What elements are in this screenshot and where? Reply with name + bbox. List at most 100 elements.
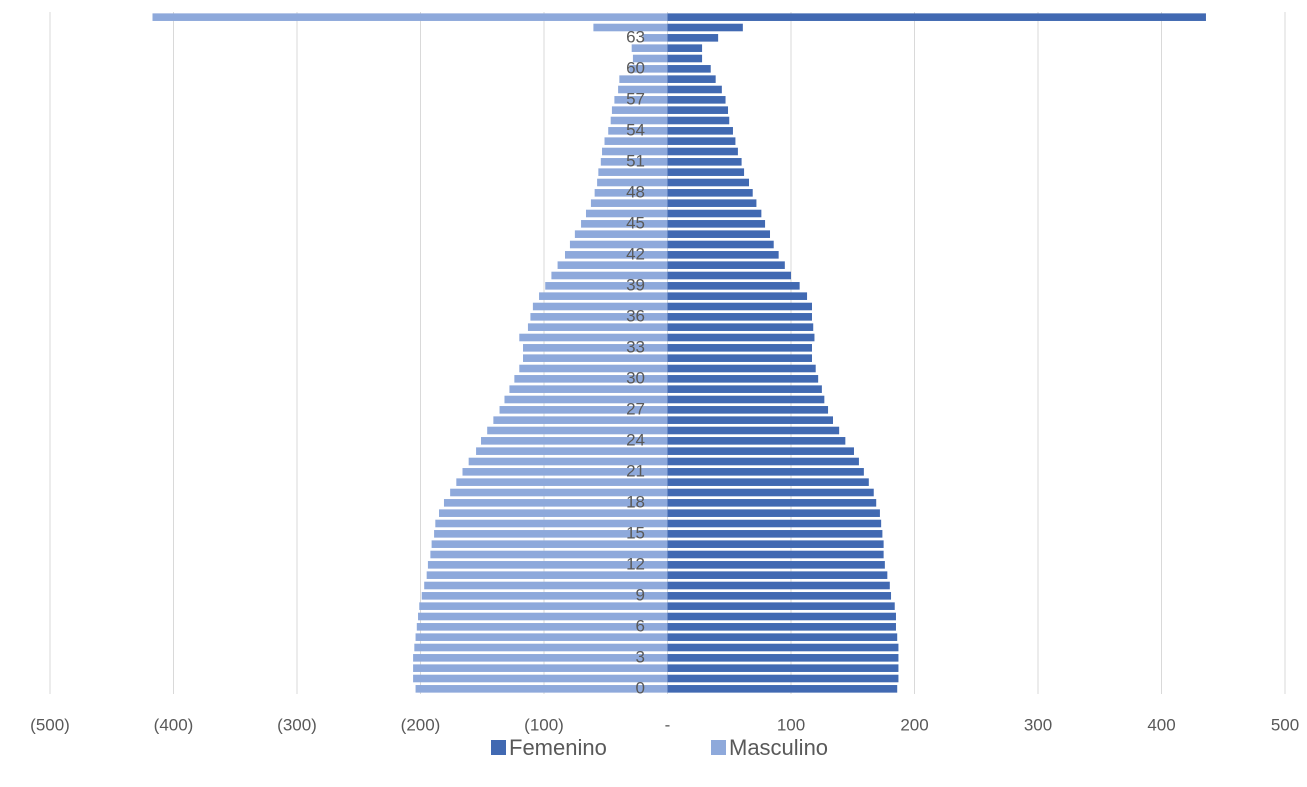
bar xyxy=(667,406,829,414)
bar xyxy=(667,623,896,631)
bar xyxy=(611,106,668,114)
y-tick-label: 48 xyxy=(626,182,645,201)
bar xyxy=(667,220,766,228)
bar xyxy=(667,395,825,404)
bar xyxy=(426,571,668,579)
bar xyxy=(667,178,750,187)
bar xyxy=(667,602,895,610)
bar xyxy=(618,85,668,94)
bar xyxy=(667,375,819,383)
x-tick-label: (400) xyxy=(154,715,194,734)
bar xyxy=(667,85,722,94)
y-tick-label: 33 xyxy=(626,337,645,356)
bar xyxy=(530,313,668,321)
x-tick-label: (200) xyxy=(401,715,441,734)
y-tick-label: 57 xyxy=(626,89,645,108)
bar xyxy=(667,571,888,579)
bar xyxy=(667,209,762,218)
bar xyxy=(667,364,816,373)
bar xyxy=(667,75,716,83)
bar xyxy=(667,116,730,125)
bar xyxy=(667,13,1206,21)
x-tick-label: 500 xyxy=(1271,715,1299,734)
y-tick-label: 9 xyxy=(636,585,645,604)
bar xyxy=(564,251,668,259)
bar xyxy=(667,674,899,683)
bar xyxy=(667,168,745,176)
bar xyxy=(619,75,668,83)
bar xyxy=(667,302,812,311)
bar xyxy=(443,499,668,507)
bar xyxy=(456,478,668,486)
y-tick-label: 39 xyxy=(626,275,645,294)
bar xyxy=(629,65,668,73)
legend-swatch xyxy=(491,740,506,755)
y-tick-label: 12 xyxy=(626,554,645,573)
bar xyxy=(667,23,743,32)
bar xyxy=(481,437,668,445)
bar xyxy=(667,478,869,486)
bar xyxy=(667,199,757,207)
bar xyxy=(667,240,774,249)
y-tick-label: 51 xyxy=(626,151,645,170)
bar xyxy=(667,292,808,300)
legend-label: Femenino xyxy=(509,735,607,760)
bar xyxy=(532,302,668,311)
legend-label: Masculino xyxy=(729,735,828,760)
bar xyxy=(600,158,668,166)
bar xyxy=(667,530,883,538)
bar xyxy=(523,344,668,352)
y-tick-label: 54 xyxy=(626,120,645,139)
bar xyxy=(667,457,859,466)
bar xyxy=(667,323,814,331)
y-tick-label: 30 xyxy=(626,368,645,387)
bar xyxy=(419,602,668,610)
bar xyxy=(415,685,668,693)
bar xyxy=(667,426,840,435)
bar xyxy=(597,178,668,187)
bar xyxy=(667,550,884,559)
bar xyxy=(667,519,882,528)
bar xyxy=(667,509,880,517)
bar xyxy=(557,261,668,269)
bar xyxy=(667,592,892,600)
bar xyxy=(667,251,779,259)
x-tick-label: 200 xyxy=(900,715,928,734)
y-tick-label: 15 xyxy=(626,523,645,542)
bar xyxy=(424,581,668,590)
bar xyxy=(462,468,668,476)
bar xyxy=(523,354,668,362)
bar xyxy=(539,292,668,300)
bar xyxy=(504,395,668,404)
bar xyxy=(667,271,791,280)
bar xyxy=(585,209,668,218)
bar xyxy=(499,406,668,414)
y-tick-label: 3 xyxy=(636,647,645,666)
bar xyxy=(667,499,877,507)
bar xyxy=(667,313,812,321)
y-tick-label: 21 xyxy=(626,461,645,480)
bar xyxy=(631,44,668,52)
y-tick-label: 24 xyxy=(626,430,645,449)
legend: Femenino Masculino xyxy=(491,735,828,760)
bar xyxy=(431,540,668,548)
bar xyxy=(667,333,815,342)
bar xyxy=(527,323,668,331)
bar xyxy=(608,127,668,135)
x-tick-label: - xyxy=(665,715,671,734)
bar xyxy=(439,509,668,517)
bar xyxy=(667,230,771,238)
bar xyxy=(667,282,800,290)
bar xyxy=(468,457,668,466)
bar xyxy=(667,44,703,52)
bar xyxy=(427,561,668,569)
bar xyxy=(667,261,785,269)
bar xyxy=(435,519,668,528)
bar xyxy=(421,592,668,600)
bar xyxy=(667,344,812,352)
bar xyxy=(667,540,884,548)
bar xyxy=(667,643,899,652)
bar xyxy=(667,34,719,42)
bar xyxy=(413,664,668,672)
